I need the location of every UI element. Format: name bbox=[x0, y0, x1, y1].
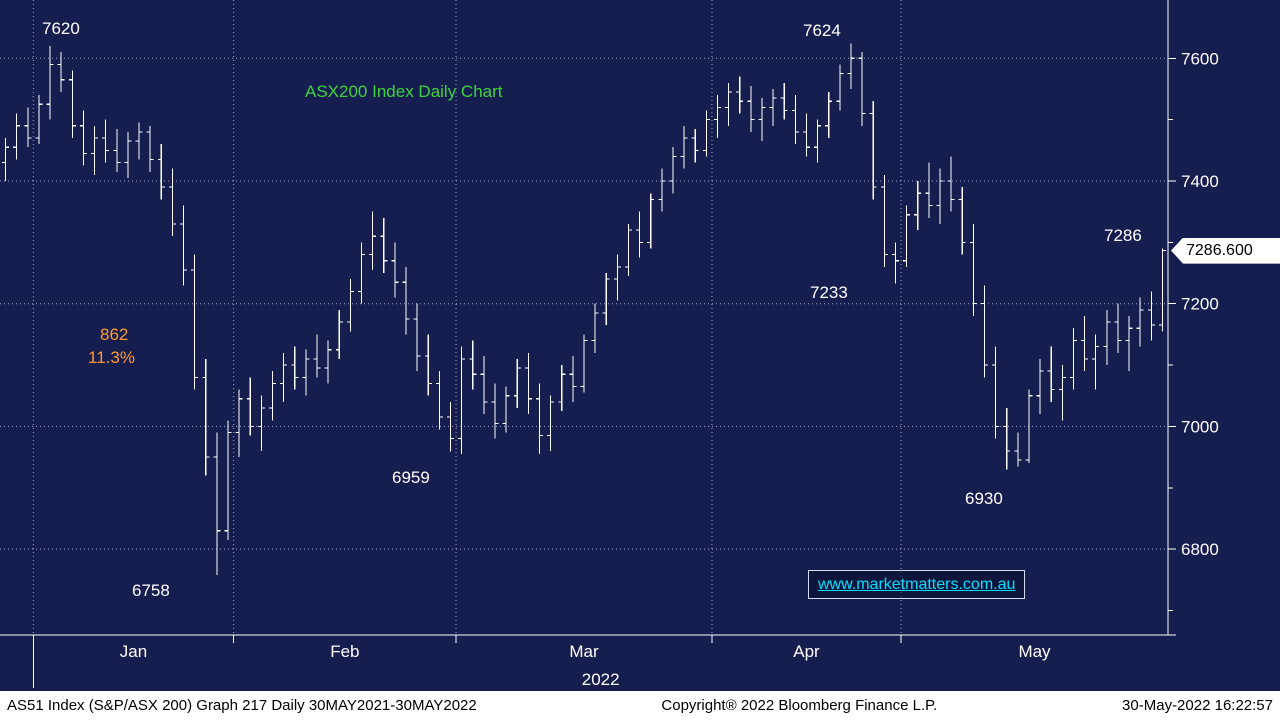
svg-text:Jan: Jan bbox=[120, 642, 147, 661]
svg-text:7200: 7200 bbox=[1181, 295, 1219, 314]
annotation-change: 862 11.3% bbox=[88, 323, 135, 369]
last-price-tag: 7286.600 bbox=[1171, 237, 1280, 264]
status-bar-security-info: AS51 Index (S&P/ASX 200) Graph 217 Daily… bbox=[7, 697, 477, 714]
annotation-may-low: 6930 bbox=[965, 489, 1003, 508]
price-chart-canvas: 7600 7400 7200 7000 6800 Jan Feb Mar Apr May 2022 bbox=[0, 0, 1219, 689]
annotation-current: 7286 bbox=[1104, 226, 1142, 245]
svg-text:2022: 2022 bbox=[582, 670, 620, 689]
svg-text:7400: 7400 bbox=[1181, 172, 1219, 191]
annotation-jan-low: 6758 bbox=[132, 581, 170, 600]
annotation-apr-low: 7233 bbox=[810, 283, 848, 302]
annotation-apr-peak: 7624 bbox=[803, 21, 841, 40]
status-bar-timestamp: 30-May-2022 16:22:57 bbox=[1122, 697, 1273, 714]
svg-text:6800: 6800 bbox=[1181, 540, 1219, 559]
status-bar-copyright: Copyright® 2022 Bloomberg Finance L.P. bbox=[661, 697, 938, 714]
svg-text:Feb: Feb bbox=[330, 642, 359, 661]
svg-text:Apr: Apr bbox=[793, 642, 820, 661]
marketmatters-link[interactable]: www.marketmatters.com.au bbox=[808, 570, 1026, 599]
marketmatters-link-text[interactable]: www.marketmatters.com.au bbox=[818, 575, 1016, 593]
svg-text:May: May bbox=[1018, 642, 1051, 661]
chart-title: ASX200 Index Daily Chart bbox=[305, 82, 503, 101]
svg-text:Mar: Mar bbox=[569, 642, 599, 661]
status-bar: AS51 Index (S&P/ASX 200) Graph 217 Daily… bbox=[0, 691, 1280, 720]
svg-text:7000: 7000 bbox=[1181, 417, 1219, 436]
annotation-jan-high: 7620 bbox=[42, 19, 80, 38]
svg-text:7600: 7600 bbox=[1181, 49, 1219, 68]
annotation-change-percent: 11.3% bbox=[88, 348, 135, 367]
annotation-feb-low: 6959 bbox=[392, 468, 430, 487]
annotation-change-points: 862 bbox=[100, 325, 129, 344]
